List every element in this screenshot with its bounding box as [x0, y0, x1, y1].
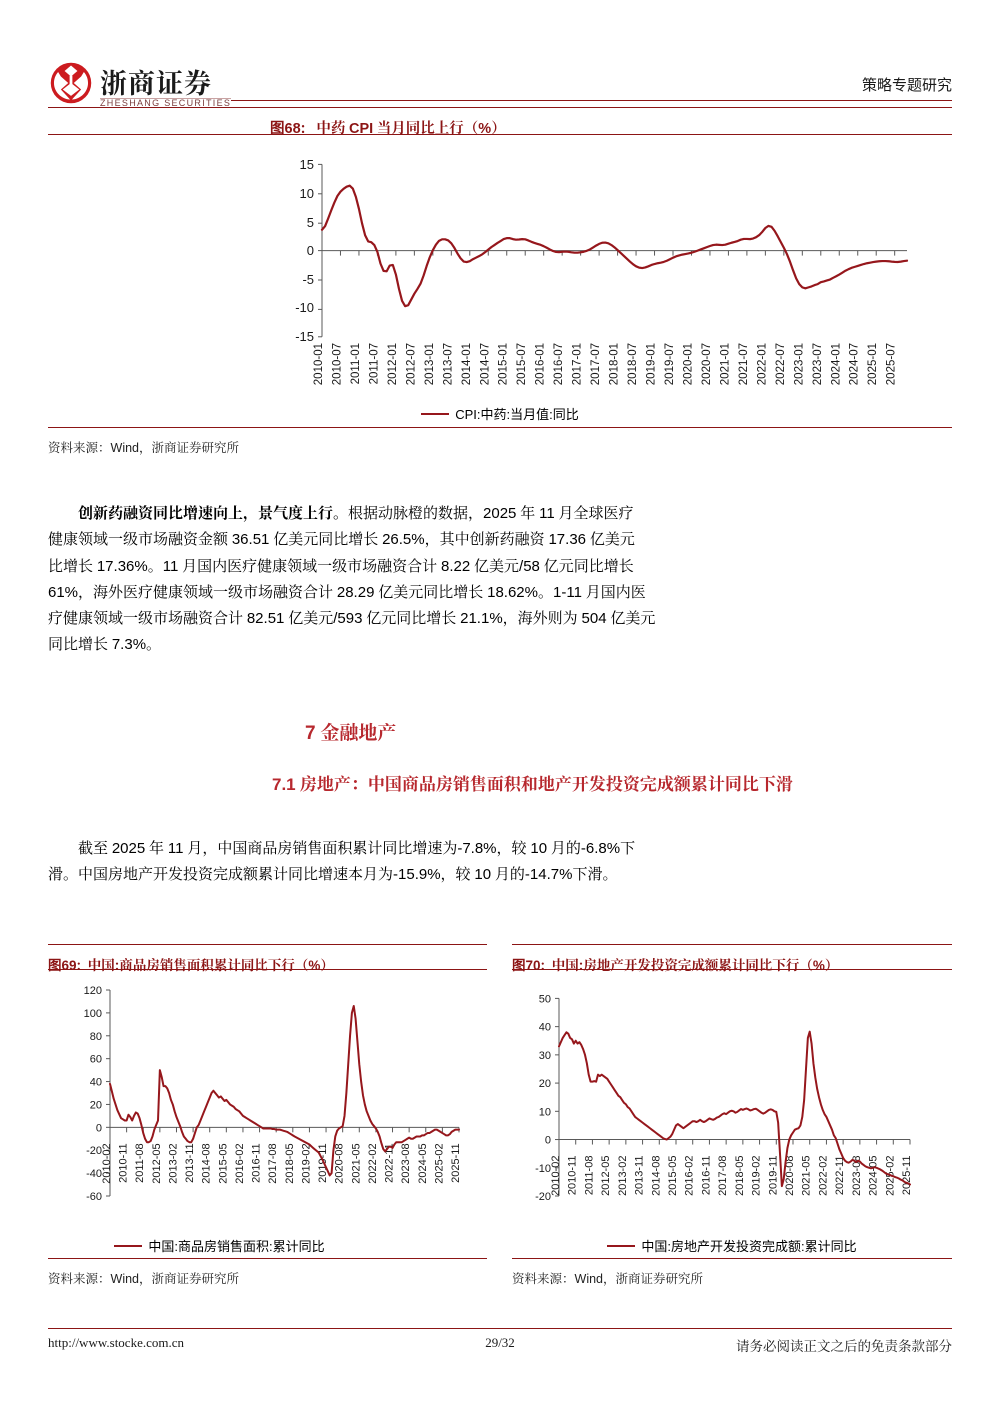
svg-text:2010-11: 2010-11	[567, 1156, 579, 1196]
svg-text:30: 30	[539, 1050, 551, 1062]
svg-text:2011-08: 2011-08	[583, 1156, 595, 1196]
svg-text:2022-02: 2022-02	[817, 1156, 829, 1196]
svg-text:2022-11: 2022-11	[834, 1156, 846, 1196]
svg-text:2021-05: 2021-05	[801, 1156, 813, 1196]
svg-text:40: 40	[539, 1022, 551, 1034]
svg-text:0: 0	[545, 1135, 551, 1147]
svg-text:2010-02: 2010-02	[550, 1156, 562, 1196]
svg-text:2012-05: 2012-05	[600, 1156, 612, 1196]
svg-text:2016-02: 2016-02	[684, 1156, 696, 1196]
svg-text:50: 50	[539, 993, 551, 1005]
svg-text:2025-11: 2025-11	[901, 1156, 913, 1196]
svg-text:20: 20	[539, 1078, 551, 1090]
svg-text:2013-02: 2013-02	[617, 1156, 629, 1196]
svg-text:2024-05: 2024-05	[868, 1156, 880, 1196]
svg-text:-10: -10	[535, 1163, 551, 1175]
svg-text:2017-08: 2017-08	[717, 1156, 729, 1196]
svg-text:10: 10	[539, 1106, 551, 1118]
svg-text:2015-05: 2015-05	[667, 1156, 679, 1196]
svg-text:-20: -20	[535, 1191, 551, 1203]
svg-text:2018-05: 2018-05	[734, 1156, 746, 1196]
svg-text:2013-11: 2013-11	[634, 1156, 646, 1196]
svg-text:2019-02: 2019-02	[751, 1156, 763, 1196]
svg-text:2019-11: 2019-11	[767, 1156, 779, 1196]
svg-text:2016-11: 2016-11	[700, 1156, 712, 1196]
svg-text:2014-08: 2014-08	[650, 1156, 662, 1196]
